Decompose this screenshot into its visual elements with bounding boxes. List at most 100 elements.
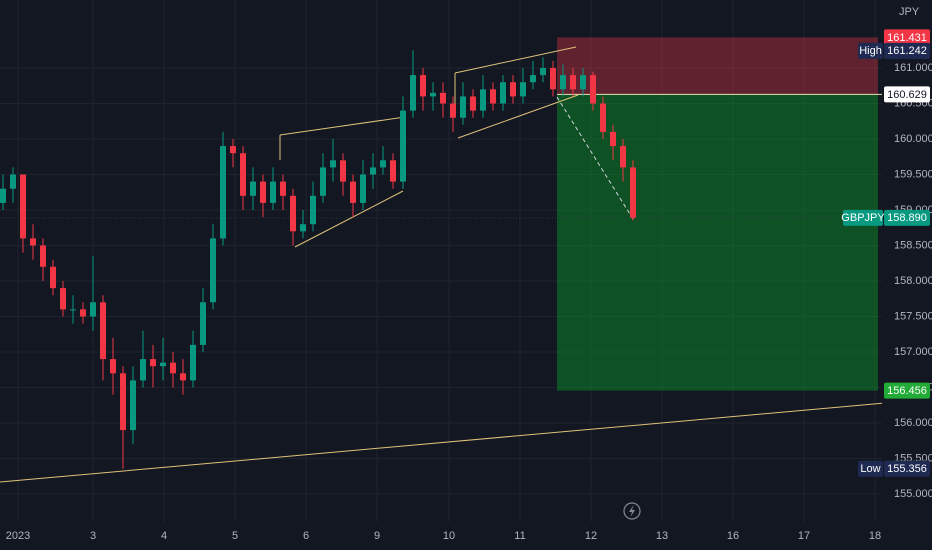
candle-body	[520, 82, 526, 97]
price-label-box	[884, 29, 930, 46]
candle-body	[390, 160, 396, 182]
price-label-box	[884, 382, 930, 399]
x-tick-label: 17	[798, 530, 810, 542]
x-tick-label: 11	[514, 530, 525, 542]
projection-line	[556, 96, 634, 220]
candle-body	[120, 373, 126, 431]
candle-body	[370, 167, 376, 175]
candle-body	[180, 373, 186, 381]
candle-body	[80, 309, 86, 317]
candle-body	[580, 75, 586, 90]
y-tick-label: 161.000	[894, 62, 932, 74]
symbol-tag	[843, 209, 883, 226]
candle-body	[490, 89, 496, 104]
x-tick-label: 4	[161, 530, 167, 542]
price-label-box	[884, 42, 930, 59]
price-label-tag	[858, 460, 883, 477]
candle-body	[440, 92, 446, 104]
drawings	[0, 46, 886, 483]
x-tick-label: 12	[585, 530, 597, 542]
candle-body	[590, 75, 596, 104]
candle-body	[540, 68, 546, 76]
candle-body	[160, 362, 166, 367]
x-tick-label: 3	[90, 530, 96, 542]
candle-body	[620, 146, 626, 168]
candle-body	[510, 82, 516, 97]
candle-body	[400, 110, 406, 182]
x-tick-label: 16	[727, 530, 739, 542]
x-tick-label: 10	[443, 530, 455, 542]
candle-body	[350, 181, 356, 203]
candle-body	[420, 75, 426, 97]
candle-body	[600, 103, 606, 132]
candle-body	[340, 160, 346, 182]
y-tick-label: 157.000	[894, 346, 932, 358]
channel-line	[457, 94, 579, 139]
icon-circle[interactable]	[623, 502, 641, 520]
last-price-label: 158.890	[887, 212, 927, 224]
candle-body	[630, 167, 636, 218]
price-label: 160.629	[887, 89, 927, 101]
candle-body	[250, 181, 256, 196]
candle-body	[60, 288, 66, 310]
candle-body	[140, 359, 146, 381]
x-tick-label: 5	[232, 530, 238, 542]
y-tick-label: 156.000	[894, 417, 932, 429]
price-label: 156.456	[887, 385, 927, 397]
candle-body	[70, 309, 76, 311]
candle-body	[300, 224, 306, 232]
candle-body	[360, 174, 366, 203]
candle-body	[430, 92, 436, 97]
icon-bolt[interactable]	[629, 505, 635, 517]
channel-line	[454, 46, 577, 74]
candle-body	[410, 75, 416, 111]
candle-body	[210, 238, 216, 303]
candle-body	[310, 195, 316, 225]
price-label-box	[884, 460, 930, 477]
candle-body	[50, 266, 56, 289]
candle-body	[110, 359, 116, 374]
candle-body	[530, 75, 536, 83]
y-tick-label: 159.500	[894, 168, 932, 180]
replay-icon[interactable]	[623, 502, 641, 520]
candle-body	[270, 181, 276, 203]
candle-body	[40, 245, 46, 267]
candle-body	[0, 188, 6, 203]
candle-body	[450, 103, 456, 118]
candle-body	[230, 146, 236, 154]
price-label: 161.242	[887, 45, 927, 57]
candle-body	[280, 181, 286, 196]
candle-body	[460, 96, 466, 118]
candle-body	[610, 131, 616, 147]
candles	[0, 50, 636, 469]
channel-line	[294, 190, 404, 248]
y-tick-label: 157.500	[894, 310, 932, 322]
price-label: 155.356	[887, 463, 927, 475]
candle-body	[570, 75, 576, 90]
price-label-name: High	[859, 45, 882, 57]
x-tick-label: 13	[656, 530, 668, 542]
candle-body	[380, 160, 386, 168]
candle-body	[550, 68, 556, 90]
candle-body	[150, 359, 156, 367]
currency: JPY	[899, 6, 920, 18]
candle-body	[20, 174, 26, 239]
x-tick-label: 18	[869, 530, 881, 542]
stop-zone	[557, 37, 878, 95]
trend-line	[0, 402, 886, 483]
channel-line	[279, 116, 406, 136]
y-tick-label: 160.000	[894, 133, 932, 145]
candle-body	[500, 82, 506, 104]
price-label-box	[884, 86, 930, 103]
target-zone	[557, 94, 878, 391]
candle-body	[560, 75, 566, 90]
candle-body	[330, 160, 336, 168]
candle-body	[30, 238, 36, 246]
y-tick-label: 155.000	[894, 488, 932, 500]
candle-body	[220, 146, 226, 239]
candle-body	[190, 344, 196, 381]
candle-body	[90, 302, 96, 317]
x-tick-label: 9	[374, 530, 380, 542]
price-label-tag	[858, 42, 883, 59]
